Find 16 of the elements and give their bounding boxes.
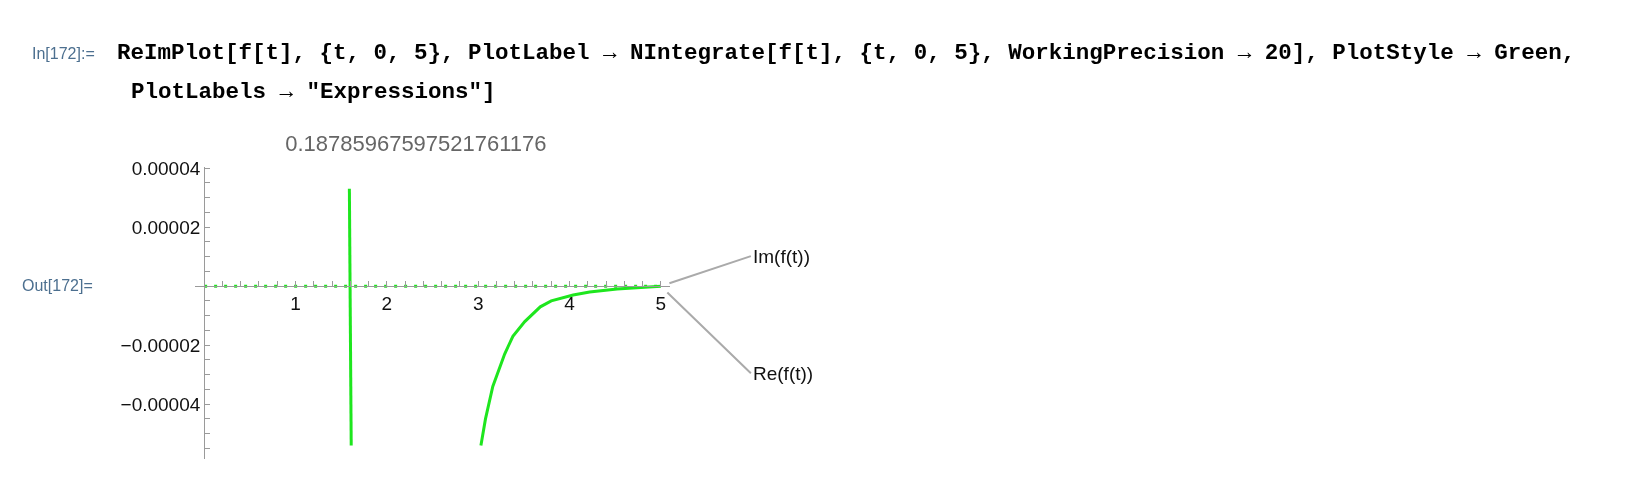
text: ReImPlot[f[t], {t, 0, 5}, PlotLabel → NIntegrate[f[t], {t, 0, 5}, WorkingPrecision → 20], PlotStyle → Green, bbox=[117, 40, 1576, 66]
x-tick-label: 1 bbox=[290, 292, 301, 314]
y-tick-label: −0.00002 bbox=[120, 334, 201, 356]
text: In[172]:= bbox=[32, 45, 95, 62]
x-tick-label: 5 bbox=[655, 292, 667, 314]
text: PlotLabels → "Expressions"] bbox=[131, 79, 496, 105]
text: Im(f(t)) bbox=[753, 246, 810, 267]
x-tick-label: 4 bbox=[564, 292, 576, 314]
x-tick-label: 2 bbox=[381, 292, 393, 314]
chart-title: 0.18785967597521761176 bbox=[285, 130, 547, 156]
y-tick-label: 0.00004 bbox=[131, 157, 201, 179]
text: Out[172]= bbox=[22, 277, 93, 294]
y-tick-label: 0.00002 bbox=[131, 216, 201, 238]
x-tick-label: 3 bbox=[472, 292, 484, 314]
y-tick-label: −0.00004 bbox=[120, 393, 201, 415]
text: Re(f(t)) bbox=[753, 363, 814, 384]
